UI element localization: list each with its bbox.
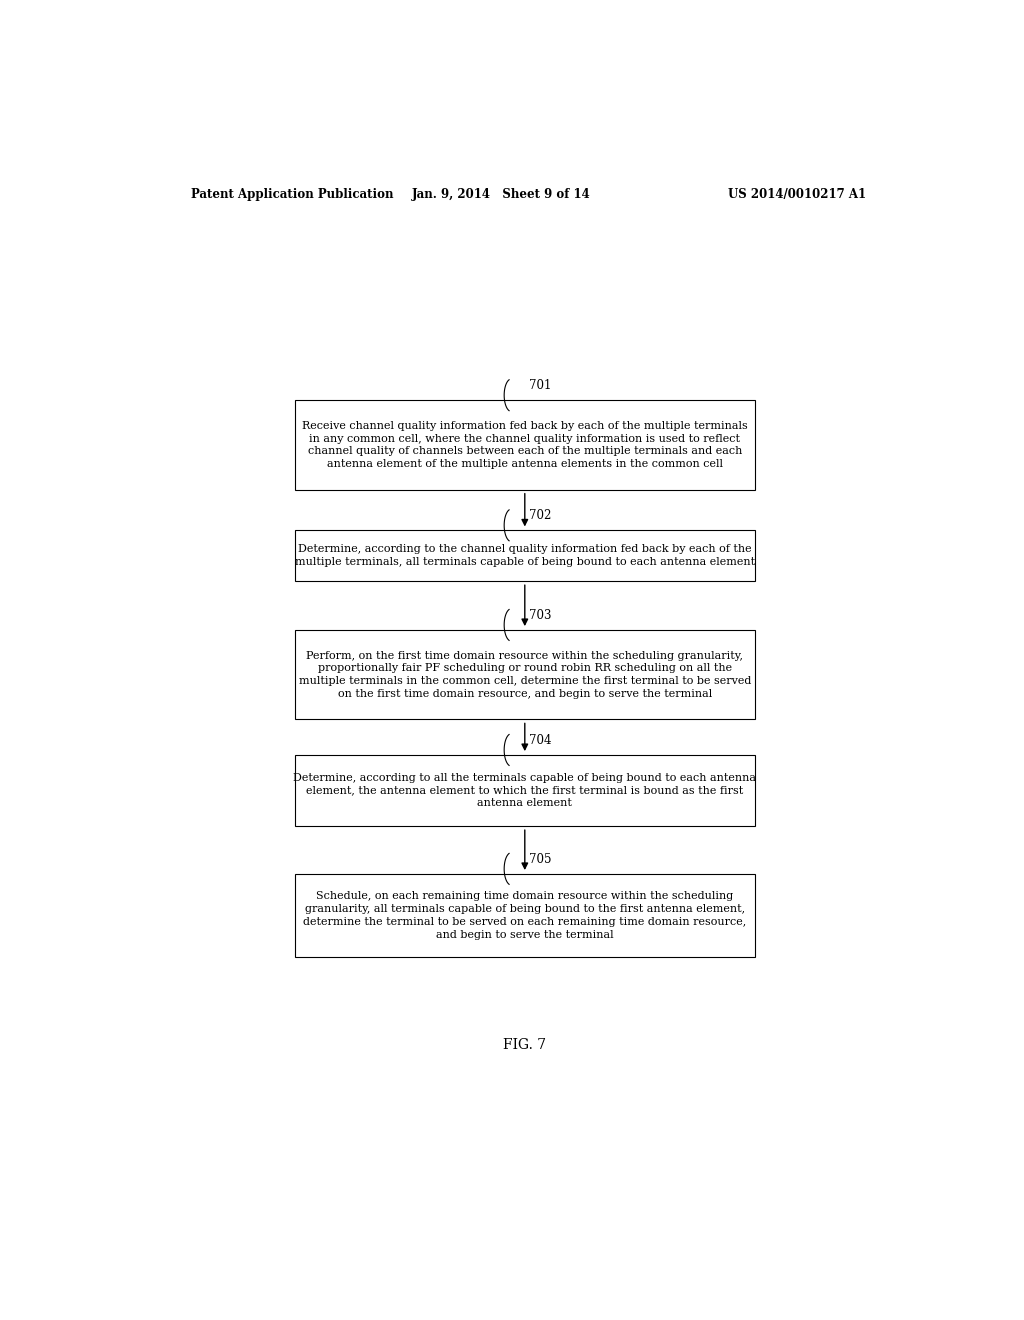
Text: FIG. 7: FIG. 7 <box>503 1038 547 1052</box>
Text: 705: 705 <box>528 853 551 866</box>
Text: Determine, according to all the terminals capable of being bound to each antenna: Determine, according to all the terminal… <box>293 772 757 808</box>
Bar <box>295 755 755 826</box>
Text: Determine, according to the channel quality information fed back by each of the
: Determine, according to the channel qual… <box>295 544 755 568</box>
Text: Schedule, on each remaining time domain resource within the scheduling
granulari: Schedule, on each remaining time domain … <box>303 891 746 940</box>
Bar <box>295 531 755 581</box>
Text: Receive channel quality information fed back by each of the multiple terminals
i: Receive channel quality information fed … <box>302 421 748 469</box>
Text: 702: 702 <box>528 510 551 523</box>
Text: 701: 701 <box>528 379 551 392</box>
Bar <box>295 874 755 957</box>
Text: Perform, on the first time domain resource within the scheduling granularity,
pr: Perform, on the first time domain resour… <box>299 651 751 698</box>
Text: 704: 704 <box>528 734 551 747</box>
Bar <box>295 400 755 490</box>
Text: Jan. 9, 2014   Sheet 9 of 14: Jan. 9, 2014 Sheet 9 of 14 <box>412 189 591 202</box>
Text: Patent Application Publication: Patent Application Publication <box>191 189 394 202</box>
Text: US 2014/0010217 A1: US 2014/0010217 A1 <box>728 189 866 202</box>
Bar <box>295 630 755 719</box>
Text: 703: 703 <box>528 609 551 622</box>
